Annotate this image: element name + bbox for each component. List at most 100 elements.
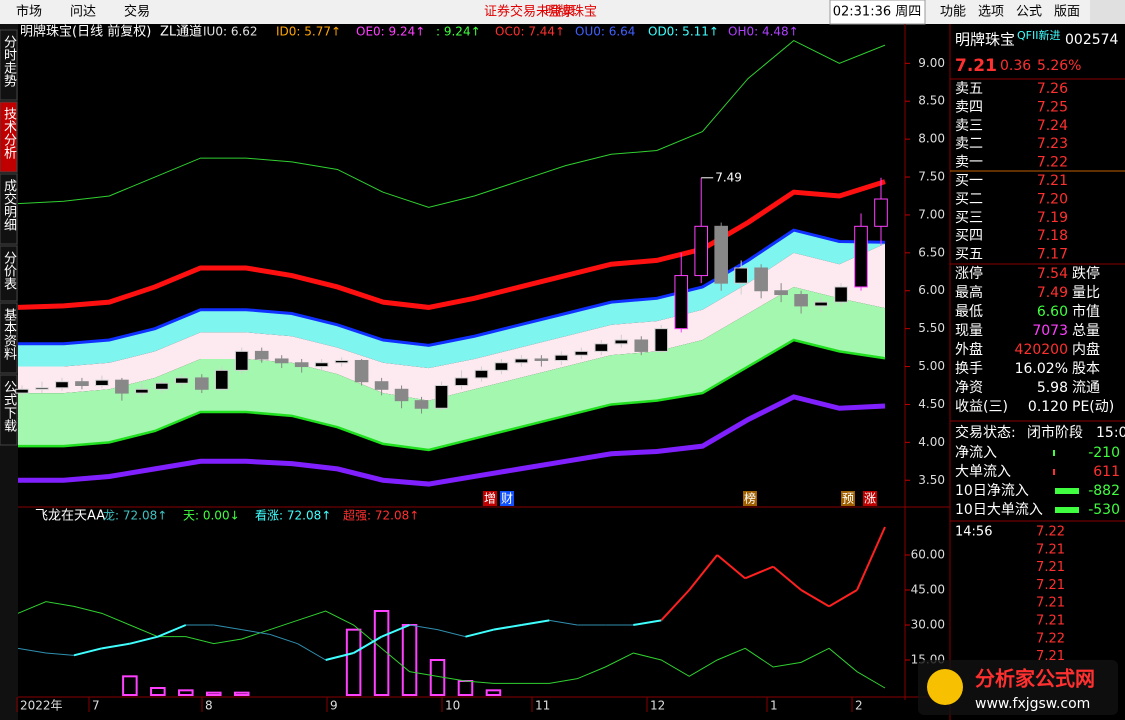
stat-label: PE(动) (1072, 399, 1114, 415)
candle-body (35, 387, 49, 390)
watermark-title: 分析家公式网 (975, 667, 1095, 691)
candle-body (95, 379, 109, 386)
candle-body (554, 354, 569, 361)
dragon-segment (381, 624, 410, 638)
clock-box (829, 0, 926, 25)
menu-item[interactable]: 选项 (978, 5, 1004, 20)
dragon-segment (660, 589, 690, 622)
readout: OE0: 9.24↑ (356, 25, 425, 39)
dragon-segment (549, 619, 578, 626)
candle-body (115, 379, 129, 394)
menu-item[interactable]: 公式 (1016, 5, 1042, 20)
candle-body (694, 225, 709, 277)
stat-label: 市值 (1072, 303, 1100, 320)
band-line (17, 39, 886, 208)
menu-item[interactable]: 功能 (940, 5, 966, 20)
book-label: 卖五 (955, 81, 983, 97)
stat-label: 换手 (955, 360, 983, 377)
candle-body (234, 350, 249, 371)
x-tick-label: 2 (855, 699, 863, 713)
candle-body (334, 359, 349, 364)
stat-label: 跌停 (1072, 265, 1100, 282)
event-tag: 预 (842, 492, 854, 506)
event-tag-box (863, 491, 877, 506)
candle-body (834, 286, 848, 303)
stat-label: 外盘 (955, 341, 983, 358)
x-tick-label: 11 (535, 699, 550, 713)
book-label: 卖四 (955, 99, 983, 115)
dragon-segment (409, 624, 438, 631)
candle-body (254, 350, 269, 360)
menu-item[interactable]: 版面 (1054, 5, 1080, 20)
readout: 龙: 72.08↑ (103, 509, 167, 523)
side-tab-label[interactable]: 技术分析 (1, 107, 17, 159)
stat-label: 最高 (955, 284, 983, 301)
menu-item[interactable]: 市场 (16, 4, 42, 20)
book-label: 买三 (955, 210, 983, 226)
x-tick-label: 10 (445, 699, 460, 713)
candle-body (574, 350, 589, 356)
book-price: 7.19 (1037, 210, 1068, 226)
stock-name: 明牌珠宝 (545, 4, 597, 20)
x-tick-label: 12 (650, 699, 665, 713)
event-tag: 涨 (864, 491, 876, 506)
status-label: 交易状态: (955, 424, 1016, 441)
book-label: 买二 (955, 191, 983, 207)
band-line (18, 394, 886, 487)
side-tab-label[interactable]: 分时走势 (1, 35, 17, 88)
stat-label: 内盘 (1072, 341, 1100, 358)
candle-body (714, 225, 728, 284)
side-tab-label[interactable]: 成交明细 (1, 179, 17, 231)
event-tag-box (841, 491, 855, 506)
dragon-segment (465, 628, 494, 638)
menu-item[interactable]: 问达 (70, 5, 96, 20)
dragon-segment (325, 652, 354, 661)
book-price: 7.20 (1037, 191, 1068, 207)
dragon-segment (521, 619, 550, 626)
candle-body (854, 225, 868, 288)
side-tab-label[interactable]: 基本资料 (1, 308, 17, 360)
volume-bar (122, 675, 138, 696)
flow-bar (1053, 469, 1055, 475)
flow-value: -210 (1088, 445, 1120, 461)
candle-body (794, 294, 808, 307)
event-tag-box (483, 491, 497, 506)
watermark: 分析家公式网 www.fxjgsw.com (918, 660, 1118, 715)
candle-body (155, 382, 169, 390)
readout: ID0: 5.77↑ (276, 25, 341, 39)
flow-bar (1055, 488, 1079, 494)
candle-body (754, 267, 768, 292)
y-tick-label: 4.50 (918, 397, 945, 411)
candle-body (454, 377, 469, 386)
book-price: 7.18 (1037, 228, 1068, 244)
quote-price: 7.21 (955, 56, 997, 76)
band-line (18, 228, 886, 347)
flow-label: 10日净流入 (955, 483, 1029, 499)
side-tab-label[interactable]: 公式下载 (1, 380, 17, 433)
y-tick-label: 6.50 (918, 245, 945, 259)
y-tick-label: 5.50 (918, 321, 945, 335)
candle-body (214, 369, 229, 390)
x-tick-label: 1 (770, 699, 778, 713)
y-tick-label: 5.00 (918, 359, 945, 373)
band-line (18, 338, 886, 452)
watermark-box (918, 660, 1118, 715)
band-area (18, 230, 885, 369)
dragon-segment (353, 635, 383, 654)
x-tick-label: 8 (205, 699, 213, 713)
tick-price: 7.21 (1036, 596, 1065, 611)
event-tag: 增 (484, 492, 496, 506)
side-tab-label[interactable]: 分价表 (1, 251, 17, 290)
side-tab (0, 101, 18, 173)
candle-body (175, 377, 189, 384)
candle-body (294, 362, 309, 368)
quote-tag: QFII新进 (1017, 28, 1060, 42)
tick-price: 7.22 (1036, 525, 1065, 540)
readout: 超强: 72.08↑ (343, 508, 419, 523)
watermark-logo (927, 669, 963, 705)
book-price: 7.25 (1037, 99, 1068, 115)
side-tab (0, 374, 18, 446)
candle-body (314, 362, 329, 368)
menu-item[interactable]: 交易 (124, 4, 150, 20)
stat-label: 净资 (955, 380, 983, 396)
